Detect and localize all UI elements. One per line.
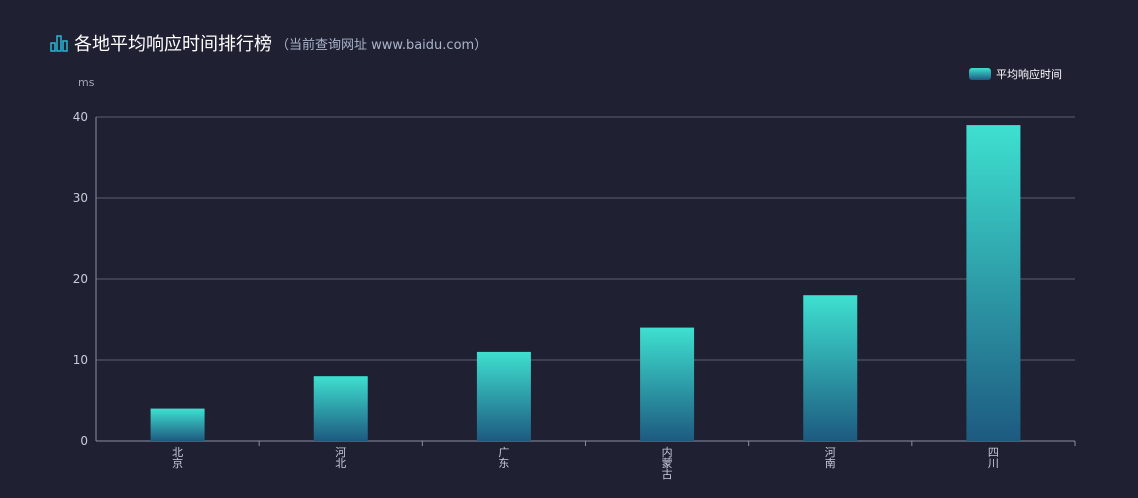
y-tick-label: 40 [73,110,88,124]
x-tick-label: 内蒙古 [662,445,673,481]
bar-河南[interactable] [803,295,858,441]
y-tick-label: 0 [80,434,88,448]
y-tick-label: 30 [73,191,88,205]
x-tick-label: 广东 [498,446,509,470]
y-tick-label: 20 [73,272,88,286]
bar-四川[interactable] [966,125,1021,441]
legend-label: 平均响应时间 [996,67,1062,81]
x-tick-label: 河南 [825,446,836,470]
bar-北京[interactable] [150,408,205,441]
chart-title: 各地平均响应时间排行榜 [74,34,272,55]
bar-chart-icon [50,35,68,52]
x-tick-label: 河北 [335,446,346,470]
bar-河北[interactable] [313,376,368,441]
bar-内蒙古[interactable] [640,327,695,441]
chart-subtitle: （当前查询网址 www.baidu.com） [276,37,488,53]
bar-广东[interactable] [476,351,531,441]
x-tick-label: 北京 [172,446,183,470]
legend-swatch [969,68,991,80]
legend[interactable]: 平均响应时间 [969,67,1062,81]
x-tick-label: 四川 [988,446,999,470]
y-axis-label: ms [78,76,95,89]
y-tick-label: 10 [73,353,88,367]
chart-header: 各地平均响应时间排行榜 （当前查询网址 www.baidu.com） [50,30,487,56]
